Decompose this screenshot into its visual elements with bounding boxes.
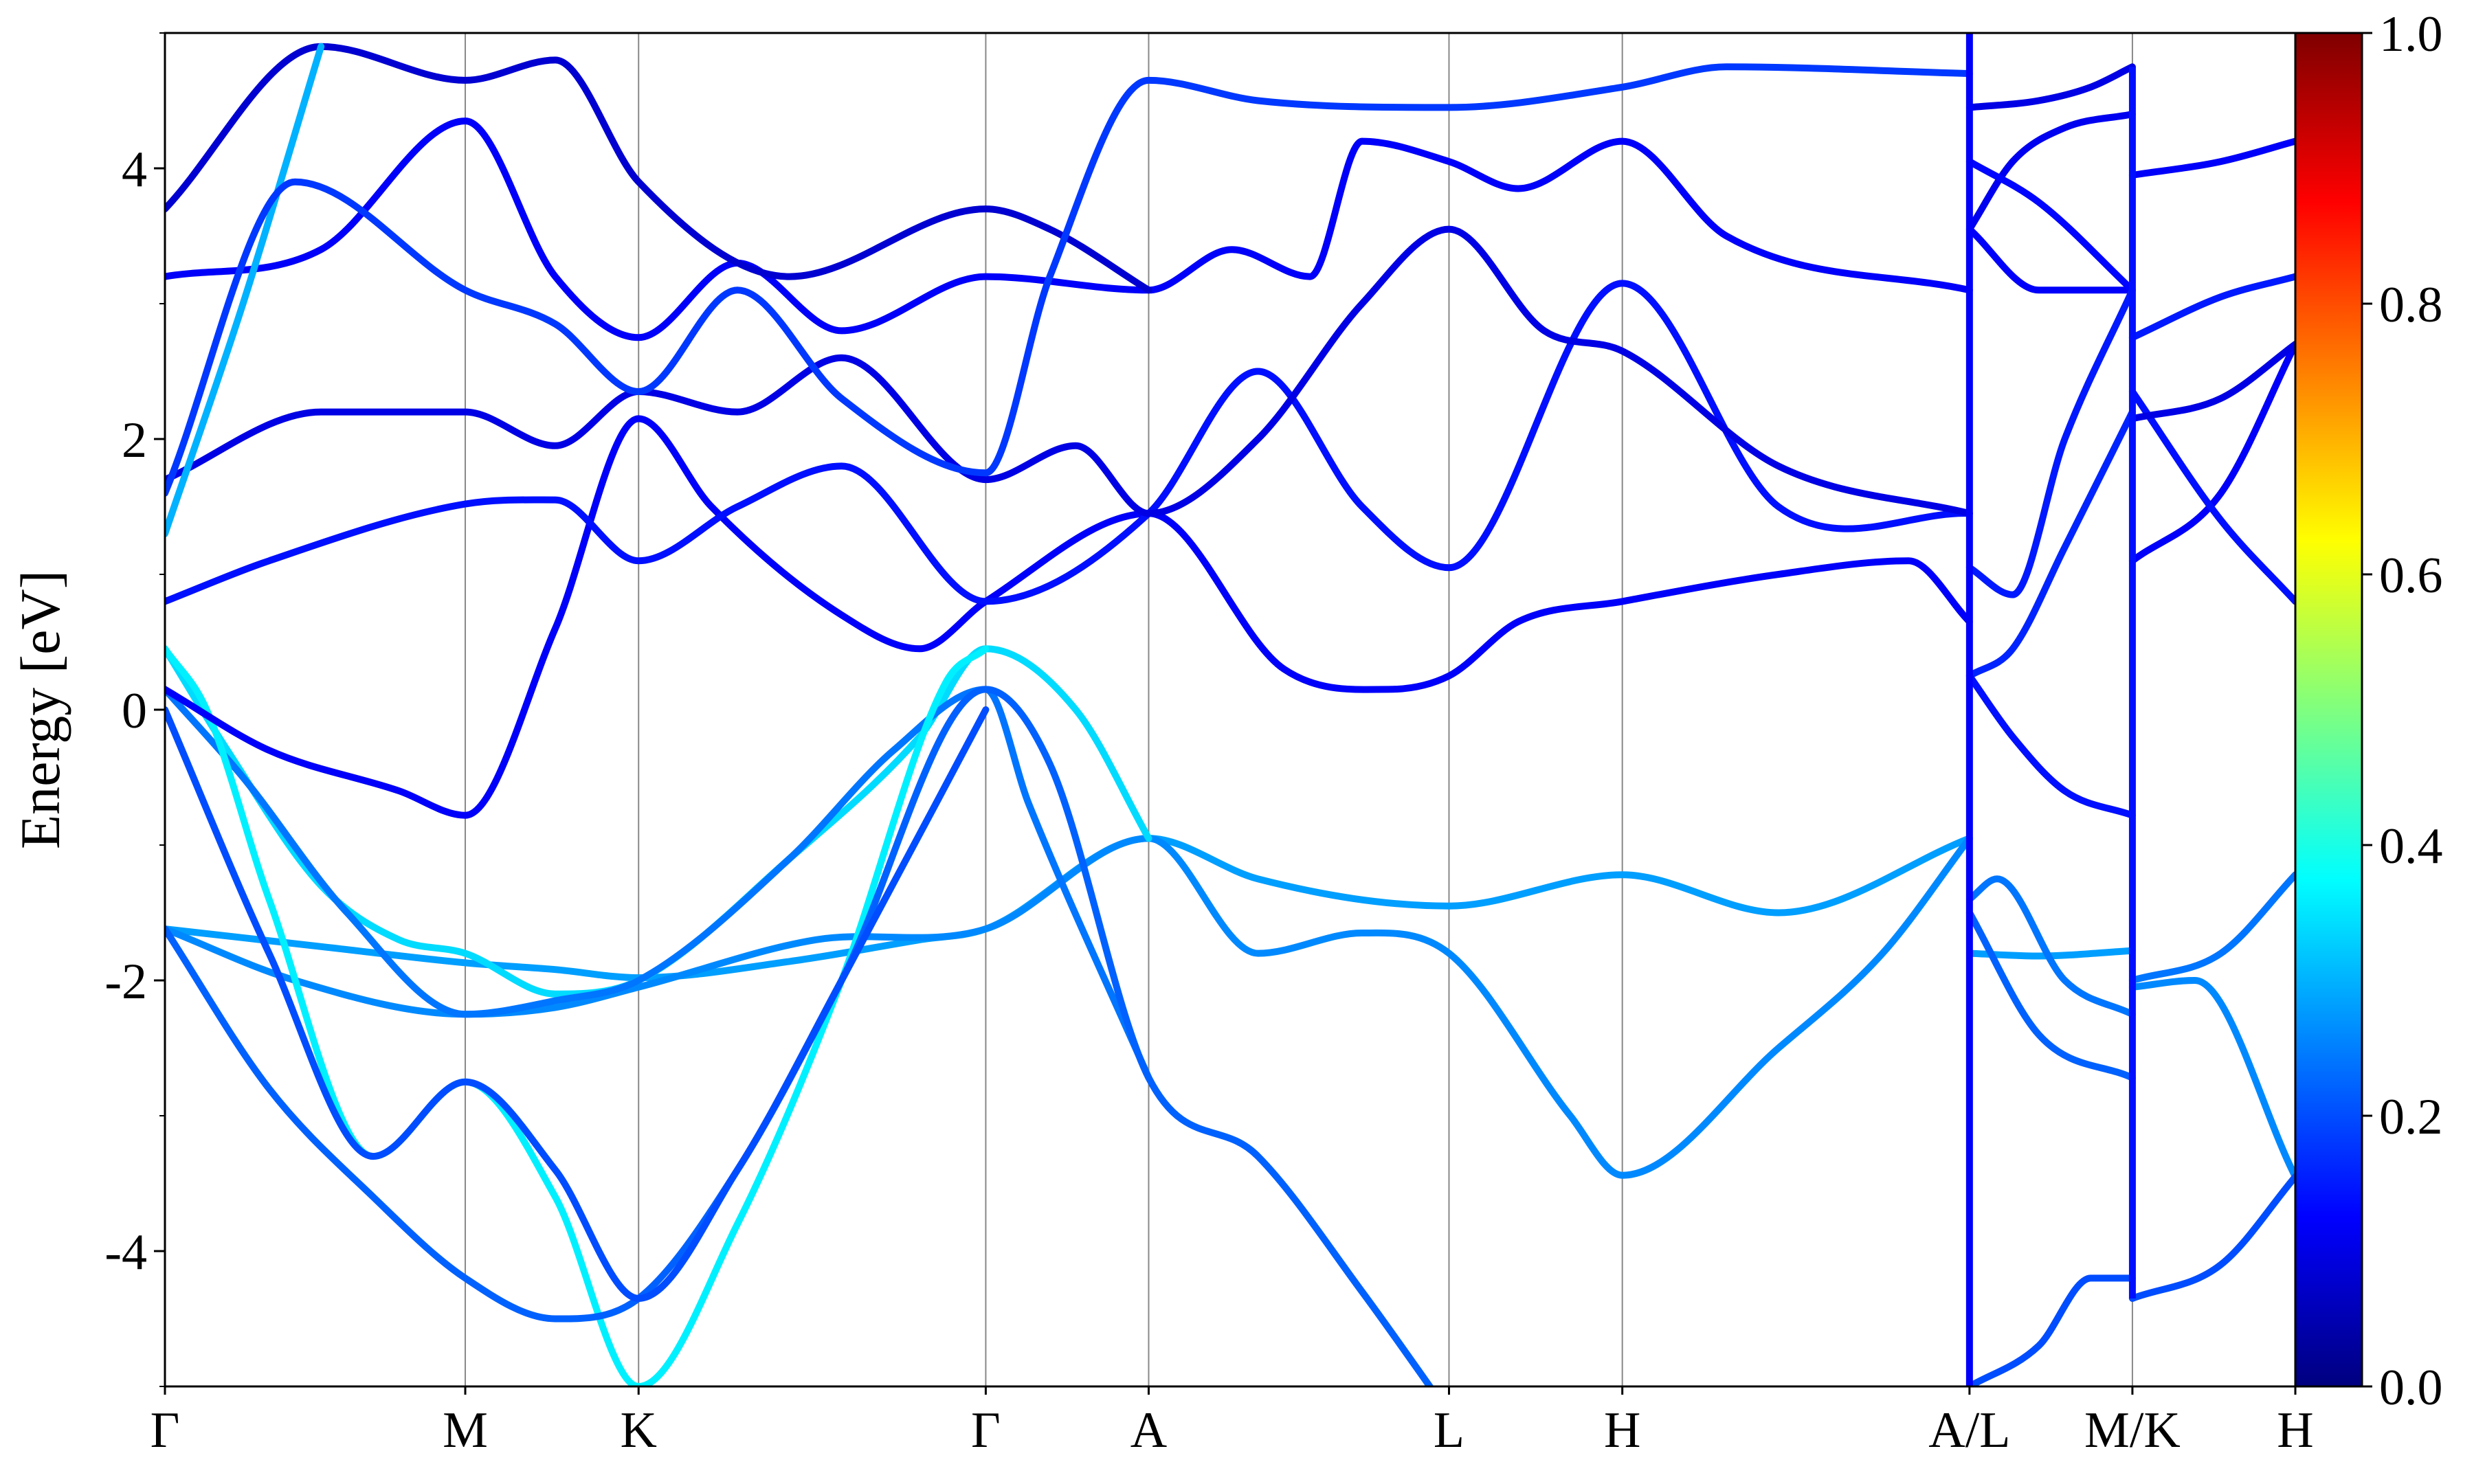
band-line [1965,286,2136,598]
x-tick-label: M/K [2084,1402,2181,1459]
band-line [1965,672,2136,819]
x-tick-label: A [1130,1402,1167,1459]
y-tick-label: 0 [122,683,147,739]
colorbar: 0.0 0.2 0.4 0.6 0.8 1.0 [2294,6,2443,1416]
band-line [165,835,1973,982]
colorbar-tick-label: 0.6 [2379,548,2443,604]
band-line [165,835,1973,1179]
band-line [165,415,1973,819]
band-line [165,117,1973,341]
colorbar-tick-label: 0.2 [2379,1089,2443,1145]
band-line [165,280,1973,605]
band-line [1965,63,2136,111]
band-line [2128,977,2295,1180]
band-line [2128,273,2295,341]
band-line [1965,408,2136,679]
x-tick-label: Γ [971,1402,1001,1459]
x-tick-label: H [2277,1402,2313,1459]
band-line [2128,871,2295,984]
band-line [165,645,1152,998]
colorbar-ticks: 0.0 0.2 0.4 0.6 0.8 1.0 [2362,6,2443,1416]
band-line [1965,225,2136,294]
band-line [165,706,990,1302]
band-line [1965,111,2136,233]
band-line [165,645,990,1386]
colorbar-tick-label: 0.4 [2379,818,2443,875]
band-line [165,43,325,537]
y-tick-label: 2 [122,412,147,469]
band-line [165,63,1973,497]
band-line [2128,137,2295,179]
band-line [1965,158,2136,294]
colorbar-tick-label: 0.0 [2379,1360,2443,1416]
y-tick-label: 4 [122,142,147,198]
band-line [1965,1274,2136,1386]
y-tick-label: -4 [104,1224,147,1281]
x-tick-label: A/L [1928,1402,2010,1459]
band-line [1965,875,2136,1018]
band-line [2128,341,2295,423]
x-tick-label: K [620,1402,656,1459]
x-tick-label: M [443,1402,488,1459]
colorbar-tick-label: 1.0 [2379,6,2443,63]
band-line [165,686,1152,1081]
colorbar-tick-label: 0.8 [2379,277,2443,333]
high-symmetry-gridlines [465,33,2133,1386]
x-axis-ticks: Γ M K Γ A L H A/L M/K H [151,1386,2314,1459]
band-line [2128,1173,2295,1302]
x-tick-label: Γ [151,1402,180,1459]
y-axis-label: Energy [eV] [9,570,71,849]
band-line [165,43,1152,294]
y-axis-ticks: -4 -2 0 2 4 [104,32,165,1387]
y-tick-label: -2 [104,954,147,1010]
band-line [2128,388,2295,605]
band-line [1965,909,2136,1081]
colorbar-gradient [2294,32,2363,1388]
x-tick-label: H [1604,1402,1640,1459]
band-line [2128,341,2295,565]
x-tick-label: L [1434,1402,1464,1459]
band-line [165,225,1973,517]
band-lines [165,33,2295,1386]
